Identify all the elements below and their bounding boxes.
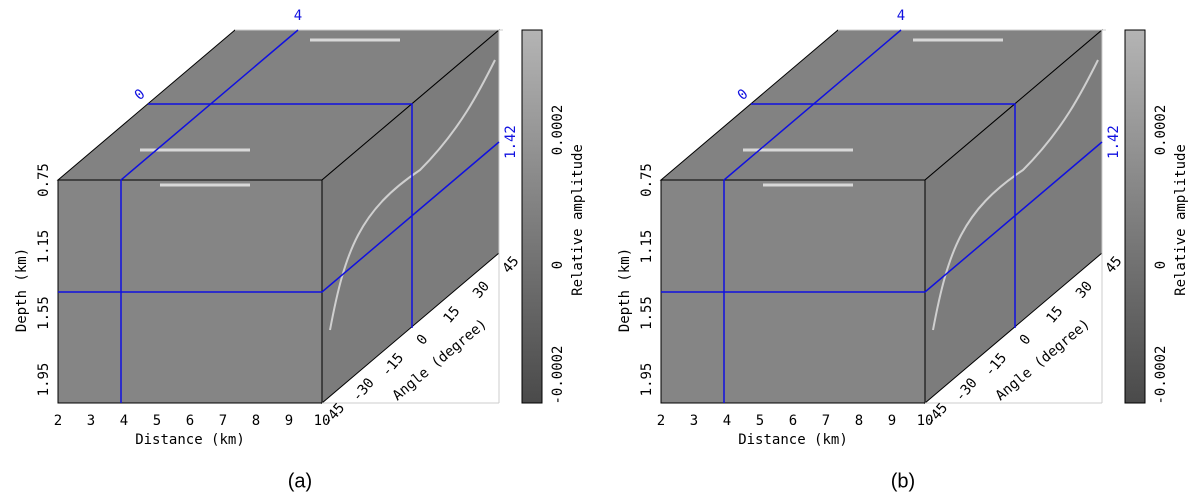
reflector (329, 59, 496, 331)
caption: (b) (891, 470, 915, 492)
colorbar-tick-label: 0 (1153, 261, 1169, 269)
x-tick-label: 5 (756, 413, 764, 429)
section-line (661, 141, 1103, 293)
y-tick-label: 1.15 (36, 230, 52, 264)
caption: (a) (288, 470, 312, 492)
x-tick-label: 2 (657, 413, 665, 429)
x-tick-label: 8 (252, 413, 260, 429)
x-tick-label: 9 (285, 413, 293, 429)
angle-tick-label: 30 (470, 278, 493, 301)
y-tick-label: 1.95 (36, 363, 52, 397)
angle-tick-label: 45 (1102, 253, 1125, 276)
colorbar-tick-label: -0.0002 (550, 345, 566, 404)
y-axis-label: Depth (km) (617, 248, 633, 332)
y-tick-label: 1.15 (639, 230, 655, 264)
marker-label: 0 (735, 86, 752, 104)
marker-label: 4 (897, 8, 905, 24)
section-line (723, 29, 902, 403)
y-tick-label: 0.75 (639, 163, 655, 197)
y-tick-label: 1.55 (36, 296, 52, 330)
colorbar-tick-label: -0.0002 (1153, 345, 1169, 404)
x-axis-label: Distance (km) (135, 432, 245, 448)
marker-label: 1.42 (503, 125, 519, 159)
x-tick-label: 3 (690, 413, 698, 429)
x-tick-label: 8 (855, 413, 863, 429)
section-line (148, 103, 413, 328)
colorbar-tick-label: 0.0002 (550, 105, 566, 156)
x-tick-label: 5 (153, 413, 161, 429)
reflector (932, 59, 1099, 331)
angle-tick-label: 30 (1073, 278, 1096, 301)
marker-label: 1.42 (1106, 125, 1122, 159)
section-line (58, 141, 500, 293)
colorbar-tick-label: 0.0002 (1153, 105, 1169, 156)
angle-tick-label: -30 (349, 375, 378, 405)
x-tick-label: 7 (822, 413, 830, 429)
section-line (751, 103, 1016, 328)
x-tick-label: 2 (54, 413, 62, 429)
angle-tick-label: -15 (379, 350, 408, 380)
section-line (120, 29, 299, 403)
x-tick-label: 4 (723, 413, 731, 429)
x-tick-label: 4 (120, 413, 128, 429)
colorbar-tick-label: 0 (550, 261, 566, 269)
angle-tick-label: 45 (499, 253, 522, 276)
angle-tick-label: -30 (952, 375, 981, 405)
marker-label: 0 (132, 86, 149, 104)
x-tick-label: 6 (789, 413, 797, 429)
x-tick-label: 7 (219, 413, 227, 429)
x-axis-label: Distance (km) (738, 432, 848, 448)
colorbar (1124, 29, 1146, 404)
y-axis-label: Depth (km) (14, 248, 30, 332)
angle-tick-label: 15 (440, 303, 463, 326)
colorbar (521, 29, 543, 404)
angle-tick-label: 0 (1017, 332, 1035, 349)
y-tick-label: 1.55 (639, 296, 655, 330)
colorbar-label: Relative amplitude (570, 144, 586, 296)
angle-tick-label: 0 (414, 332, 432, 349)
y-tick-label: 1.95 (639, 363, 655, 397)
x-tick-label: 10 (314, 413, 331, 429)
angle-tick-label: 15 (1043, 303, 1066, 326)
colorbar-label: Relative amplitude (1173, 144, 1189, 296)
y-tick-label: 0.75 (36, 163, 52, 197)
marker-label: 4 (294, 8, 302, 24)
x-tick-label: 10 (917, 413, 934, 429)
x-tick-label: 6 (186, 413, 194, 429)
x-tick-label: 9 (888, 413, 896, 429)
x-tick-label: 3 (87, 413, 95, 429)
angle-tick-label: -15 (982, 350, 1011, 380)
